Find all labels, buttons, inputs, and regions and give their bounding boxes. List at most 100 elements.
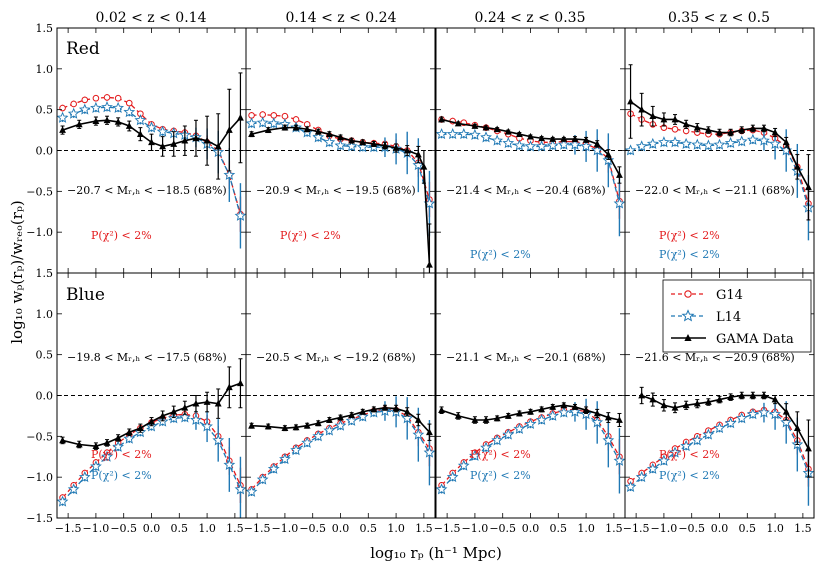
l14-marker: [613, 454, 625, 466]
gama-marker: [148, 138, 155, 146]
pchi-l14-label: P(χ²) < 2%: [470, 248, 531, 261]
gama-marker: [538, 134, 546, 142]
gama-marker: [125, 122, 133, 129]
l14-marker: [279, 453, 291, 465]
l14-model-line: [251, 410, 430, 493]
gama-marker: [92, 117, 100, 124]
l14-marker: [769, 408, 781, 420]
pchi-g14-label: P(χ²) < 2%: [659, 229, 720, 242]
l14-marker: [323, 136, 336, 148]
gama-marker: [682, 120, 690, 128]
gama-marker: [638, 105, 646, 113]
gama-marker: [627, 97, 634, 105]
l14-marker: [625, 144, 637, 156]
gama-marker: [771, 395, 779, 403]
l14-marker: [178, 411, 191, 423]
x-tick-label: −1.5: [434, 522, 461, 535]
l14-marker: [513, 422, 526, 434]
gama-marker: [704, 126, 712, 133]
gama-marker: [248, 421, 255, 429]
gama-marker: [616, 416, 623, 423]
l14-marker: [78, 471, 91, 483]
gama-marker: [760, 124, 768, 132]
l14-marker: [713, 422, 726, 434]
x-tick-label: −1.0: [462, 522, 489, 535]
gama-marker: [604, 413, 612, 421]
l14-marker: [735, 135, 748, 147]
l14-marker: [524, 417, 537, 430]
l14-marker: [323, 424, 336, 436]
gama-marker: [370, 405, 378, 413]
gama-marker: [214, 399, 222, 407]
l14-marker: [691, 138, 704, 150]
l14-marker: [724, 136, 737, 149]
gama-marker: [203, 136, 211, 144]
panel-r1-c1: −1.5 −1.0 −0.5 0.0 0.5 1.0 1.5 −20.5 < Mᵣ,ₕ < −…: [244, 272, 436, 535]
x-tick-label: 1.0: [577, 522, 595, 535]
l14-marker: [290, 444, 302, 456]
panel-r1-c2: −1.5 −1.0 −0.5 0.0 0.5 1.0 1.5 −21.1 < Mᵣ,ₕ < −…: [434, 272, 626, 535]
pchi-g14-label: P(χ²) < 2%: [470, 448, 531, 461]
magnitude-range-label: −20.7 < Mᵣ,ₕ < −18.5 (68%): [67, 184, 227, 197]
l14-marker: [90, 101, 102, 114]
gama-marker: [660, 401, 668, 409]
gama-marker: [604, 150, 612, 158]
l14-marker: [101, 450, 113, 462]
l14-marker: [591, 144, 604, 156]
gama-marker: [549, 403, 557, 410]
gama-marker: [337, 133, 344, 141]
gama-marker: [426, 428, 433, 436]
gama-marker: [181, 136, 189, 144]
x-tick-label: 1.5: [794, 522, 812, 535]
gama-marker: [159, 412, 167, 419]
l14-marker: [769, 137, 781, 149]
gama-marker: [793, 163, 801, 170]
gama-marker: [471, 122, 479, 129]
g14-marker: [70, 100, 77, 108]
l14-marker: [546, 139, 559, 151]
l14-marker: [780, 416, 793, 428]
legend-g14-label: G14: [716, 288, 743, 303]
l14-marker: [234, 483, 246, 495]
gama-marker: [59, 126, 66, 133]
gama-marker: [582, 406, 590, 414]
panel-plot-area: [246, 111, 435, 273]
gama-marker: [103, 439, 111, 446]
magnitude-range-label: −20.5 < Mᵣ,ₕ < −19.2 (68%): [256, 351, 416, 364]
x-tick-label: 1.0: [198, 522, 216, 535]
l14-marker: [401, 412, 414, 424]
legend-g14-marker: [684, 290, 692, 298]
gama-data-line: [62, 117, 242, 148]
x-tick-label: 0.0: [522, 522, 540, 535]
l14-marker: [101, 101, 113, 113]
l14-marker: [345, 140, 358, 152]
gama-marker: [660, 115, 668, 123]
l14-marker: [345, 414, 358, 426]
panel-plot-area: [436, 115, 625, 237]
gama-marker: [281, 424, 289, 432]
l14-marker: [57, 495, 69, 507]
gama-marker: [582, 136, 590, 143]
gama-marker: [203, 398, 211, 405]
x-tick-label: −0.5: [110, 522, 137, 535]
l14-marker: [602, 434, 615, 446]
l14-marker: [123, 432, 136, 444]
gama-marker: [649, 112, 657, 120]
l14-marker: [301, 436, 313, 448]
g14-marker: [114, 94, 122, 102]
x-tick-label: 1.5: [605, 522, 623, 535]
l14-marker: [267, 462, 280, 474]
l14-marker: [90, 460, 102, 472]
y-tick-label: −1.0: [26, 471, 53, 484]
gama-marker: [170, 140, 178, 147]
l14-marker: [669, 446, 681, 458]
gama-marker: [571, 403, 579, 410]
l14-marker: [746, 408, 759, 420]
l14-marker: [201, 420, 213, 432]
g14-marker: [281, 112, 289, 120]
gama-marker: [148, 417, 155, 425]
gama-marker: [348, 136, 356, 144]
g14-marker: [259, 111, 266, 118]
gama-marker: [593, 409, 601, 417]
gama-marker: [716, 395, 723, 403]
